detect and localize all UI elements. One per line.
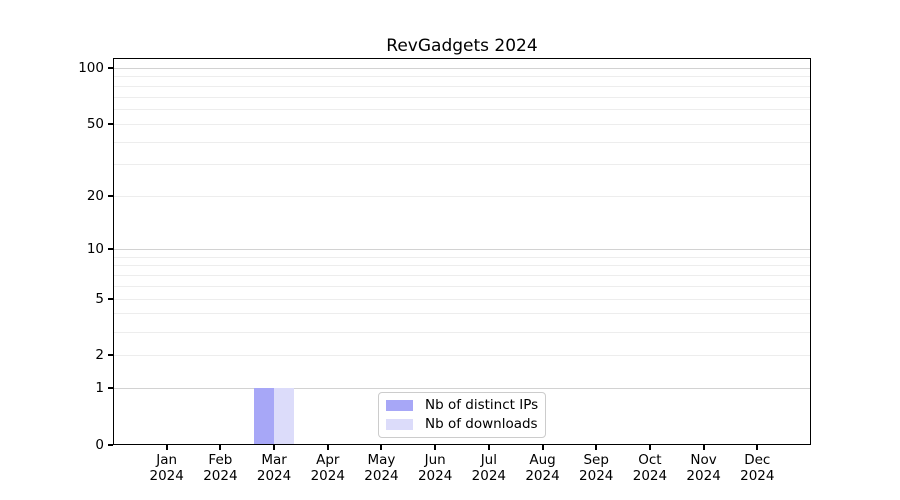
legend-label-distinct-ips: Nb of distinct IPs (425, 397, 539, 413)
x-tick-month: Mar (261, 452, 287, 468)
x-tick-label: Nov 2024 (669, 452, 739, 484)
y-gridline-minor (114, 196, 810, 198)
y-gridline-minor (114, 256, 810, 258)
x-tick-label: Jun 2024 (400, 452, 470, 484)
x-tick-month: May (367, 452, 396, 468)
y-tick-label: 100 (78, 59, 104, 76)
x-tick-label: Mar 2024 (239, 452, 309, 484)
x-tick-label: Feb 2024 (185, 452, 255, 484)
y-gridline-minor (114, 355, 810, 357)
y-tick-label: 5 (95, 290, 104, 307)
x-tick-year: 2024 (149, 468, 184, 484)
y-gridline-major (114, 67, 810, 69)
x-tick-year: 2024 (364, 468, 399, 484)
legend-swatch-distinct-ips-icon (386, 400, 413, 411)
x-tick-mark (648, 445, 651, 450)
y-tick-mark (108, 195, 113, 198)
x-tick-mark (273, 445, 276, 450)
y-tick-label: 50 (86, 115, 104, 132)
x-tick-month: Apr (316, 452, 340, 468)
x-tick-year: 2024 (632, 468, 668, 484)
y-gridline-minor (114, 96, 810, 98)
y-gridline-minor (114, 275, 810, 277)
x-tick-month: Jun (424, 452, 446, 468)
legend-item: Nb of downloads (386, 417, 538, 432)
x-tick-mark (434, 445, 437, 450)
plot-area: Nb of distinct IPs Nb of downloads (113, 58, 811, 445)
y-gridline-minor (114, 76, 810, 78)
y-tick-mark (108, 297, 113, 300)
x-tick-year: 2024 (579, 468, 614, 484)
y-gridline-major (114, 388, 810, 390)
x-tick-mark (702, 445, 705, 450)
y-tick-label: 2 (95, 347, 104, 364)
x-tick-year: 2024 (471, 468, 507, 484)
y-gridline-minor (114, 85, 810, 87)
x-tick-label: Oct 2024 (615, 452, 685, 484)
y-gridline-minor (114, 298, 810, 300)
x-tick-label: Jul 2024 (454, 452, 524, 484)
x-tick-label: Apr 2024 (293, 452, 363, 484)
x-tick-mark (756, 445, 759, 450)
x-tick-mark (541, 445, 544, 450)
x-tick-month: Sep (583, 452, 609, 468)
x-tick-mark (219, 445, 222, 450)
x-tick-year: 2024 (310, 468, 345, 484)
x-tick-mark (595, 445, 598, 450)
y-gridline-minor (114, 331, 810, 333)
y-gridline-minor (114, 313, 810, 315)
legend-swatch-downloads-icon (386, 419, 413, 430)
x-tick-month: Feb (208, 452, 233, 468)
y-tick-label: 1 (95, 380, 104, 397)
chart-title: RevGadgets 2024 (386, 36, 538, 56)
x-tick-mark (380, 445, 383, 450)
bar-distinct-ips-mar (253, 388, 275, 444)
legend-label-downloads: Nb of downloads (425, 416, 538, 432)
x-tick-label: Jan 2024 (132, 452, 202, 484)
y-tick-mark (108, 444, 113, 446)
bar-downloads-mar (274, 388, 295, 444)
y-tick-mark (108, 354, 113, 357)
x-tick-month: Dec (744, 452, 771, 468)
y-gridline-minor (114, 164, 810, 166)
x-tick-month: Jan (156, 452, 178, 468)
x-tick-mark (165, 445, 168, 450)
y-tick-label: 10 (86, 241, 104, 258)
x-tick-label: May 2024 (346, 452, 416, 484)
x-tick-year: 2024 (417, 468, 453, 484)
legend-item: Nb of distinct IPs (386, 398, 538, 413)
x-tick-month: Jul (480, 452, 497, 468)
x-tick-year: 2024 (740, 468, 775, 484)
x-tick-label: Dec 2024 (722, 452, 792, 484)
legend: Nb of distinct IPs Nb of downloads (378, 392, 546, 438)
y-tick-label: 20 (86, 188, 104, 205)
y-gridline-minor (114, 265, 810, 267)
y-gridline-minor (114, 285, 810, 287)
x-tick-label: Sep 2024 (561, 452, 631, 484)
x-tick-year: 2024 (686, 468, 721, 484)
x-tick-mark (487, 445, 490, 450)
y-gridline-major (114, 249, 810, 251)
x-tick-mark (326, 445, 329, 450)
y-tick-mark (108, 248, 113, 251)
y-gridline-minor (114, 141, 810, 143)
y-gridline-minor (114, 123, 810, 125)
x-tick-year: 2024 (525, 468, 560, 484)
x-tick-label: Aug 2024 (508, 452, 578, 484)
y-tick-mark (108, 66, 113, 69)
y-tick-label: 0 (95, 437, 104, 453)
y-gridline-minor (114, 109, 810, 111)
y-tick-mark (108, 387, 113, 390)
x-tick-month: Oct (638, 452, 662, 468)
x-tick-month: Nov (690, 452, 717, 468)
x-tick-year: 2024 (256, 468, 292, 484)
x-tick-month: Aug (529, 452, 556, 468)
y-tick-mark (108, 122, 113, 125)
x-tick-year: 2024 (203, 468, 238, 484)
